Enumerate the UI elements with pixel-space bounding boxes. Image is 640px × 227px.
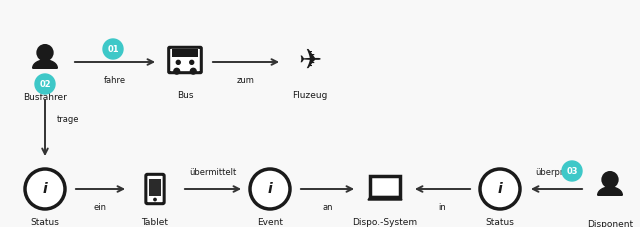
Circle shape <box>250 169 290 209</box>
Circle shape <box>176 61 180 65</box>
Text: zum: zum <box>237 76 255 85</box>
Circle shape <box>38 46 52 61</box>
Text: Event: Event <box>257 217 283 226</box>
Circle shape <box>190 69 196 75</box>
Text: Bus: Bus <box>177 91 193 100</box>
Circle shape <box>603 173 617 187</box>
Text: i: i <box>268 181 273 195</box>
Circle shape <box>35 75 55 95</box>
Text: 02: 02 <box>39 80 51 89</box>
Text: 01: 01 <box>107 45 119 54</box>
Text: in: in <box>438 202 446 211</box>
Polygon shape <box>598 187 622 195</box>
Text: Status: Status <box>31 217 60 226</box>
Text: Dispo.-System: Dispo.-System <box>353 217 417 226</box>
Text: i: i <box>498 181 502 195</box>
FancyBboxPatch shape <box>169 48 202 73</box>
Circle shape <box>174 69 180 75</box>
Circle shape <box>103 40 123 60</box>
Circle shape <box>480 169 520 209</box>
Text: trage: trage <box>57 115 79 124</box>
Text: Tablet: Tablet <box>141 217 168 226</box>
Text: Status: Status <box>486 217 515 226</box>
Text: fahre: fahre <box>104 76 126 85</box>
Text: Busfahrer: Busfahrer <box>23 93 67 101</box>
Polygon shape <box>33 61 57 69</box>
Circle shape <box>562 161 582 181</box>
Text: ein: ein <box>94 202 107 211</box>
Text: an: an <box>323 202 333 211</box>
Text: Fluzeug: Fluzeug <box>292 91 328 100</box>
FancyBboxPatch shape <box>172 50 198 57</box>
FancyBboxPatch shape <box>150 180 161 196</box>
Text: übermittelt: übermittelt <box>189 167 237 176</box>
Text: überprüfe: überprüfe <box>536 167 577 176</box>
Text: Disponent: Disponent <box>587 219 633 227</box>
FancyBboxPatch shape <box>371 176 400 197</box>
Polygon shape <box>368 197 402 200</box>
Circle shape <box>189 61 194 65</box>
Circle shape <box>154 198 156 201</box>
Text: 03: 03 <box>566 167 578 176</box>
Text: ✈: ✈ <box>298 47 322 75</box>
Circle shape <box>25 169 65 209</box>
FancyBboxPatch shape <box>146 175 164 204</box>
Text: i: i <box>43 181 47 195</box>
